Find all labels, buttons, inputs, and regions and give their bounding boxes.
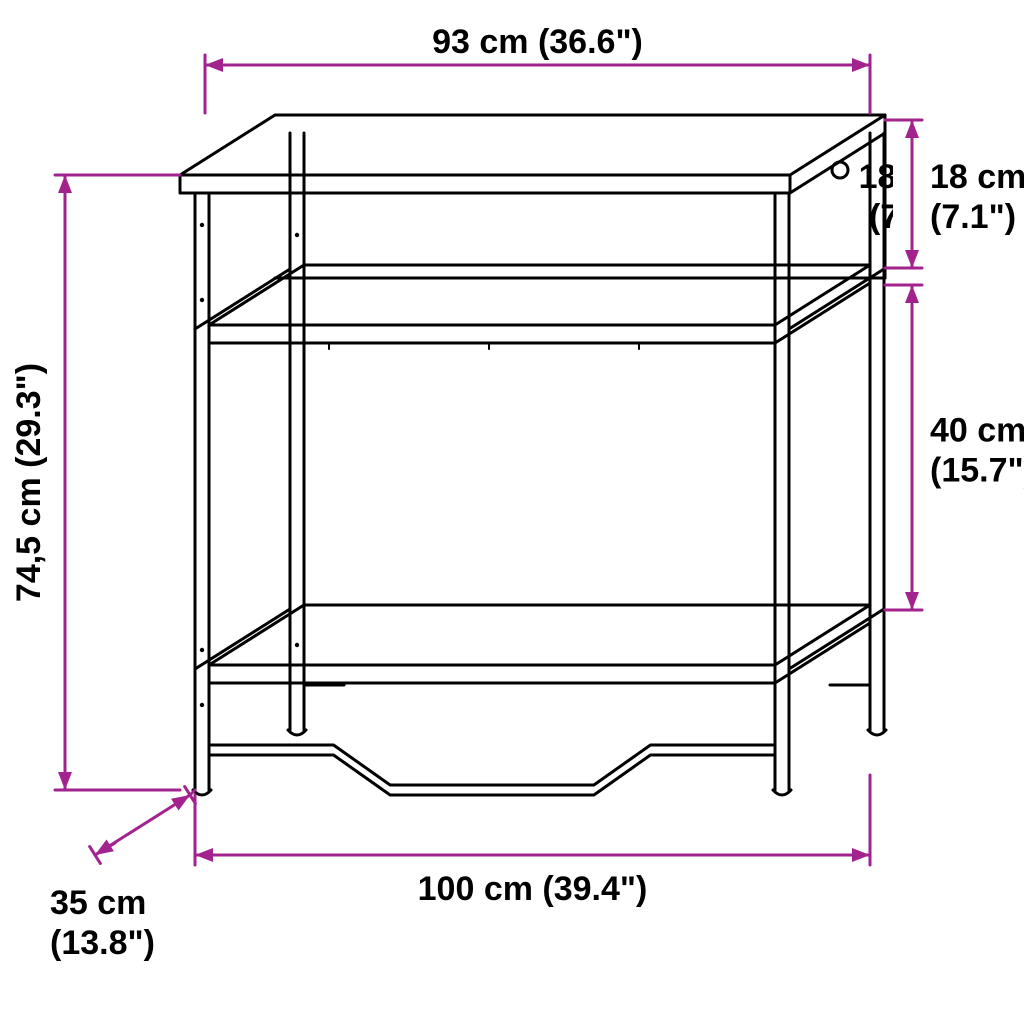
svg-text:(15.7"): (15.7")	[930, 452, 1024, 490]
svg-text:74,5 cm (29.3"): 74,5 cm (29.3")	[10, 363, 48, 602]
svg-text:40 cm: 40 cm	[930, 412, 1024, 450]
svg-text:100 cm (39.4"): 100 cm (39.4")	[418, 870, 648, 908]
svg-text:(13.8"): (13.8")	[50, 924, 155, 962]
svg-text:18 cm: 18 cm	[930, 158, 1024, 196]
svg-text:93 cm (36.6"): 93 cm (36.6")	[432, 23, 643, 61]
svg-text:35 cm: 35 cm	[50, 884, 146, 922]
svg-text:(7.1"): (7.1")	[930, 198, 1016, 236]
